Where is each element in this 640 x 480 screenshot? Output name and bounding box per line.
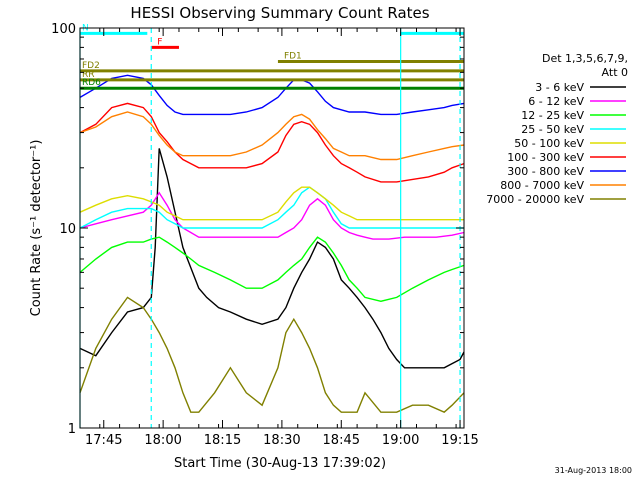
series-line-50-100-kev (79, 186, 464, 221)
timestamp: 31-Aug-2013 18:00 (555, 466, 632, 475)
series-line-12-25-kev (79, 236, 465, 303)
x-tick-label: 18:00 (144, 433, 181, 448)
legend-header-line-2: Att 0 (602, 66, 628, 79)
x-tick-label: 18:45 (323, 433, 360, 448)
y-tick-label: 100 (51, 22, 76, 37)
x-tick-label: 18:15 (204, 433, 241, 448)
x-tick-label: 17:45 (85, 433, 122, 448)
legend-label-7000-20000-kev: 7000 - 20000 keV (486, 193, 584, 206)
legend-header-line-1: Det 1,3,5,6,7,9, (542, 52, 628, 65)
legend-label-6-12-kev: 6 - 12 keV (528, 95, 584, 108)
x-axis-label: Start Time (30-Aug-13 17:39:02) (174, 456, 386, 471)
chart-title: HESSI Observing Summary Count Rates (130, 4, 429, 22)
legend-label-300-800-kev: 300 - 800 keV (507, 165, 584, 178)
x-tick-label: 19:15 (441, 433, 478, 448)
series-line-6-12-kev (79, 191, 465, 240)
y-axis-label: Count Rate (s⁻¹ detector⁻¹) (29, 140, 44, 317)
legend-label-3-6-kev: 3 - 6 keV (535, 81, 584, 94)
legend-label-25-50-kev: 25 - 50 keV (521, 123, 584, 136)
x-tick-label: 19:00 (382, 433, 419, 448)
flag-label-rd6: RD6 (82, 78, 101, 88)
flag-label-rr: RR (82, 70, 95, 80)
legend-label-800-7000-kev: 800 - 7000 keV (500, 179, 584, 192)
x-tick-label: 18:30 (263, 433, 300, 448)
flag-bars-layer: NFFD1FD2RRRD6 (80, 23, 464, 90)
series-line-25-50-kev (79, 186, 464, 229)
y-tick-label: 1 (68, 422, 76, 437)
axis-ticks-layer: 17:45 18:00 18:15 18:30 18:45 19:00 19:15 1 10 10… (51, 22, 479, 448)
series-line-100-300-kev (79, 102, 465, 183)
flag-label-fd2: FD2 (82, 61, 100, 71)
flag-label-f: F (157, 37, 162, 47)
series-line-3-6-kev (79, 148, 465, 369)
legend-label-12-25-kev: 12 - 25 keV (521, 109, 584, 122)
y-tick-label: 10 (59, 222, 76, 237)
legend-label-100-300-kev: 100 - 300 keV (507, 151, 584, 164)
series-layer (79, 74, 465, 414)
series-line-800-7000-kev (79, 111, 465, 161)
legend-label-50-100-kev: 50 - 100 keV (514, 137, 584, 150)
series-line-7000-20000-kev (79, 296, 465, 414)
flag-label-fd1: FD1 (284, 51, 302, 61)
